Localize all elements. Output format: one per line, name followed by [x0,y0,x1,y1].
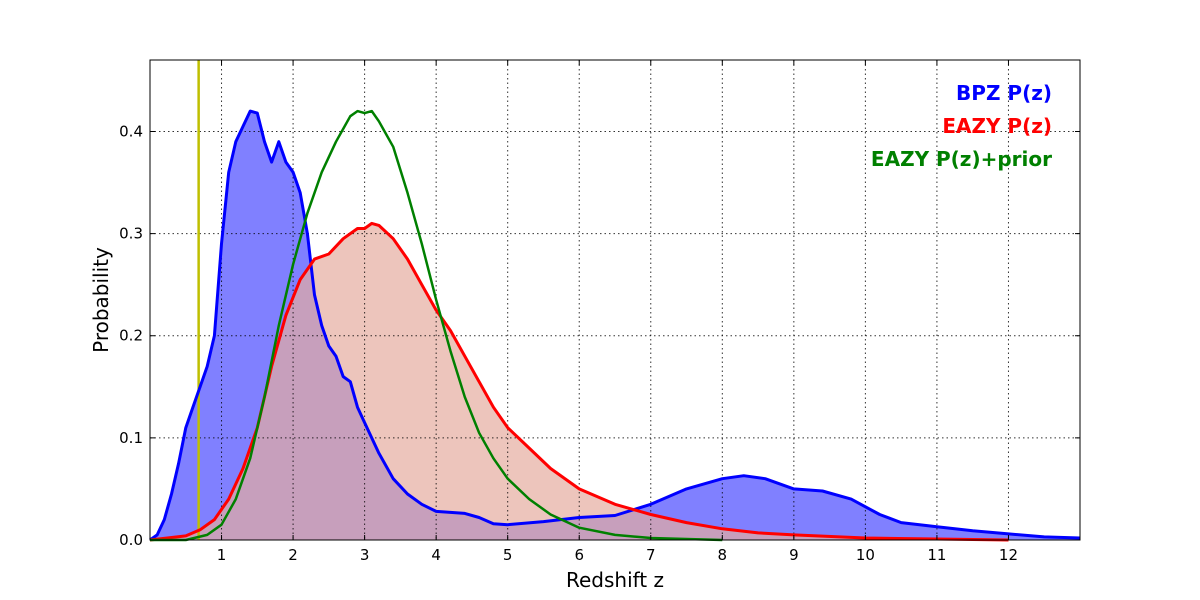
x-tick-label-11: 12 [999,546,1018,564]
y-axis-ticks: 0.0 0.1 0.2 0.3 0.4 [119,122,1080,549]
legend-entry-0: BPZ P(z) [956,81,1052,105]
plot-frame [149,59,1081,541]
y-tick-label-1: 0.1 [119,429,143,447]
x-tick-label-2: 3 [360,546,370,564]
y-tick-label-4: 0.4 [119,122,143,140]
legend-entry-2: EAZY P(z)+prior [871,147,1052,171]
plot-lines [149,109,1081,542]
y-axis-title: Probability [89,247,113,353]
y-tick-label-3: 0.3 [119,225,143,243]
y-tick-label-2: 0.2 [119,327,143,345]
x-tick-label-7: 8 [718,546,728,564]
x-tick-label-0: 1 [217,546,227,564]
legend: BPZ P(z) EAZY P(z) EAZY P(z)+prior [871,81,1052,171]
x-tick-label-8: 9 [789,546,799,564]
plot-fills [150,111,1080,540]
series-line-0 [149,109,1081,542]
x-tick-label-6: 7 [646,546,656,564]
x-tick-label-1: 2 [288,546,298,564]
x-tick-label-3: 4 [431,546,441,564]
x-tick-label-9: 10 [856,546,875,564]
x-tick-label-10: 11 [927,546,946,564]
series-line-2 [150,109,723,542]
y-tick-label-0: 0.0 [119,531,143,549]
legend-entry-1: EAZY P(z) [942,114,1052,138]
x-axis-ticks: 1 2 3 4 5 6 7 8 9 10 11 12 [217,60,1018,564]
x-tick-label-4: 5 [503,546,513,564]
x-tick-label-5: 6 [574,546,584,564]
x-axis-title: Redshift z [566,568,664,592]
